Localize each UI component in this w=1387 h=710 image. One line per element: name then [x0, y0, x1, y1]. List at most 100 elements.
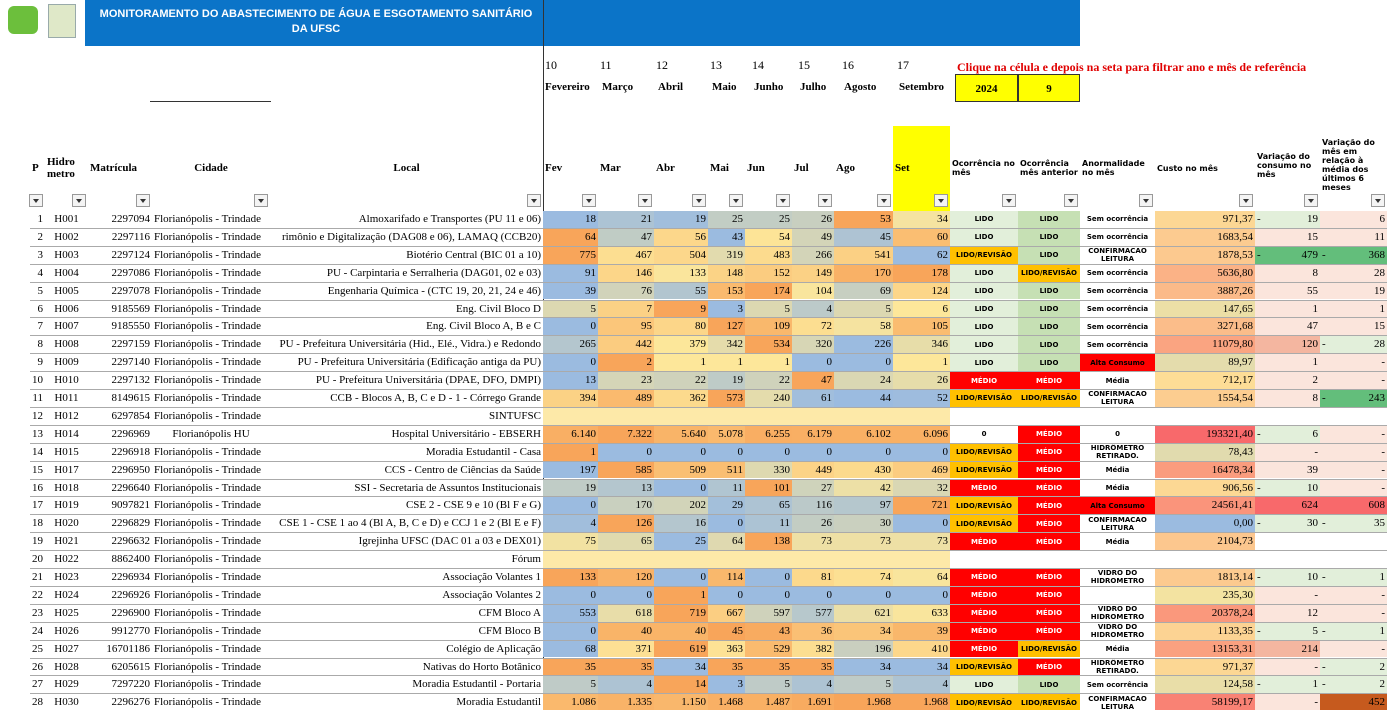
- row-border: [30, 568, 1387, 569]
- occurrence-cell: [1018, 408, 1080, 425]
- consumption-cell: 73: [893, 533, 950, 551]
- filter-month[interactable]: 9: [1018, 74, 1080, 102]
- occurrence-cell: MÉDIO: [950, 479, 1018, 497]
- consumption-cell: 101: [745, 479, 792, 497]
- consumption-cell: 1: [654, 354, 708, 372]
- anomaly-cell: CONFIRMACAO LEITURA: [1088, 247, 1147, 264]
- filter-dropdown[interactable]: [1002, 194, 1016, 207]
- cell: 14: [32, 445, 43, 458]
- cost-cell: [1155, 408, 1255, 425]
- consumption-cell: 19: [543, 479, 598, 497]
- consumption-cell: 138: [745, 533, 792, 551]
- consumption-cell: 34: [893, 658, 950, 676]
- consumption-cell: 597: [745, 604, 792, 622]
- consumption-cell: 34: [834, 658, 893, 676]
- cell: Associação Volantes 2: [442, 588, 541, 601]
- variation-cell: -: [1320, 443, 1387, 461]
- cost-cell: 89,97: [1155, 354, 1255, 372]
- anomaly-cell: Sem ocorrência: [1086, 304, 1149, 313]
- filter-year[interactable]: 2024: [955, 74, 1018, 102]
- cell: Almoxarifado e Transportes (PU 11 e 06): [358, 213, 541, 225]
- cell: Igrejinha UFSC (DAC 01 a 03 e DEX01): [358, 535, 541, 548]
- consumption-cell: [834, 551, 893, 568]
- filter-dropdown[interactable]: [582, 194, 596, 207]
- cell: 2297159: [111, 338, 151, 351]
- cell: 2297116: [111, 230, 150, 243]
- row-border: [30, 621, 1387, 623]
- consumption-cell: 76: [598, 282, 654, 300]
- occurrence-cell: MÉDIO: [950, 604, 1018, 622]
- anomaly-cell: Sem ocorrência: [1086, 322, 1149, 331]
- cell: Eng. Civil Bloco A, B e C: [426, 320, 541, 333]
- occurrence-cell: LIDO: [950, 300, 1018, 318]
- cost-cell: 1133,35: [1155, 622, 1255, 640]
- variation-part: -: [1257, 213, 1261, 225]
- cell: Florianópolis - Trindade: [154, 266, 261, 279]
- cell: Florianópolis - Trindade: [154, 320, 261, 333]
- cell: CSE 2 - CSE 9 e 10 (Bl F e G): [405, 499, 541, 512]
- filter-dropdown[interactable]: [1139, 194, 1153, 207]
- cell: Florianópolis - Trindade: [154, 445, 261, 458]
- consumption-cell: 1.086: [543, 694, 598, 710]
- consumption-cell: 0: [834, 586, 893, 604]
- occurrence-cell: MÉDIO: [1018, 372, 1080, 389]
- cost-cell: 147,65: [1155, 300, 1255, 318]
- filter-dropdown[interactable]: [29, 194, 43, 207]
- row-border: [30, 550, 1387, 552]
- consumption-cell: 6.102: [834, 425, 893, 443]
- underline: [150, 101, 271, 102]
- consumption-cell: 489: [598, 390, 654, 407]
- consumption-cell: 6.255: [745, 425, 792, 443]
- consumption-cell: 35: [598, 658, 654, 676]
- cost-cell: 24561,41: [1155, 497, 1255, 515]
- anomaly-cell: Alta Consumo: [1080, 497, 1155, 515]
- consumption-cell: 152: [745, 264, 792, 282]
- filter-dropdown[interactable]: [692, 194, 706, 207]
- row-border: [30, 263, 1387, 265]
- consumption-cell: 61: [792, 390, 834, 407]
- filter-dropdown[interactable]: [254, 194, 268, 207]
- consumption-cell: 1.968: [834, 694, 893, 710]
- filter-dropdown[interactable]: [638, 194, 652, 207]
- filter-dropdown[interactable]: [1064, 194, 1078, 207]
- consumption-cell: 529: [745, 640, 792, 658]
- filter-dropdown[interactable]: [776, 194, 790, 207]
- variation-cell: -: [1320, 354, 1387, 372]
- cell: H012: [54, 409, 79, 422]
- filter-dropdown[interactable]: [877, 194, 891, 207]
- filter-dropdown[interactable]: [72, 194, 86, 207]
- filter-dropdown[interactable]: [136, 194, 150, 207]
- month-name: Julho: [800, 81, 827, 93]
- cell: Florianópolis - Trindade: [154, 553, 261, 566]
- cost-cell: 193321,40: [1155, 425, 1255, 443]
- occurrence-cell: LIDO: [1018, 246, 1080, 264]
- cell: H015: [54, 445, 79, 458]
- anomaly-cell: Sem ocorrência: [1086, 215, 1149, 224]
- filter-dropdown[interactable]: [527, 194, 541, 207]
- filter-dropdown[interactable]: [729, 194, 743, 207]
- filter-dropdown[interactable]: [818, 194, 832, 207]
- consumption-cell: 5: [745, 300, 792, 318]
- consumption-cell: 0: [654, 569, 708, 586]
- variation-cell: - 243: [1320, 390, 1387, 407]
- variation-part: 10: [1307, 571, 1318, 583]
- consumption-cell: 4: [792, 676, 834, 694]
- filter-dropdown[interactable]: [1304, 194, 1318, 207]
- occurrence-cell: LIDO: [950, 264, 1018, 282]
- consumption-cell: 52: [893, 390, 950, 407]
- filter-dropdown[interactable]: [934, 194, 948, 207]
- variation-cell: - 10: [1255, 479, 1320, 497]
- cost-cell: [1155, 551, 1255, 568]
- consumption-cell: 633: [893, 604, 950, 622]
- consumption-cell: 127: [708, 318, 745, 336]
- variation-part: 1: [1379, 571, 1386, 583]
- consumption-cell: 0: [543, 622, 598, 640]
- filter-dropdown[interactable]: [1371, 194, 1385, 207]
- consumption-cell: 16: [654, 515, 708, 533]
- column-header: Custo no mês: [1157, 163, 1218, 173]
- variation-cell: -: [1320, 425, 1387, 443]
- row-border: [30, 657, 1387, 659]
- anomaly-cell: Alta Consumo: [1080, 354, 1155, 372]
- filter-dropdown[interactable]: [1239, 194, 1253, 207]
- consumption-cell: 4: [598, 676, 654, 694]
